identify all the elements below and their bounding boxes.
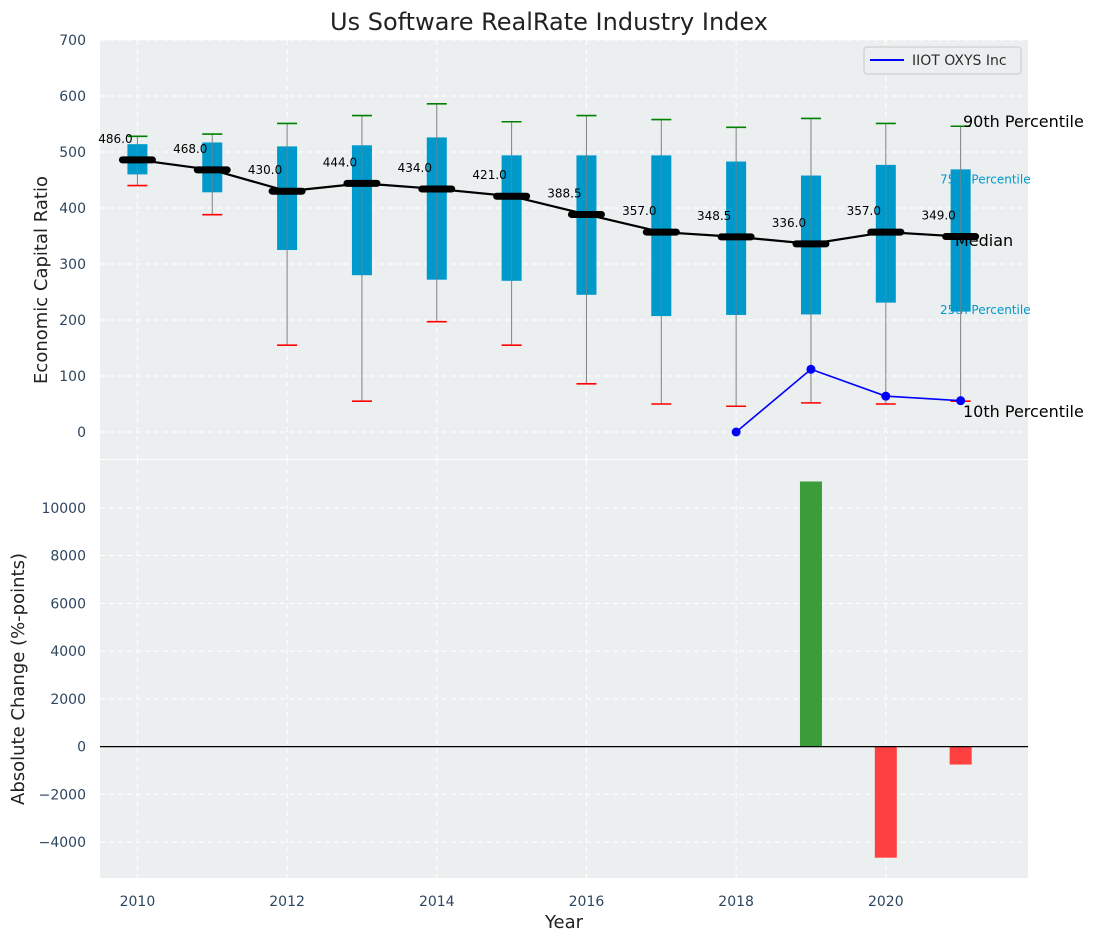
x-tick-label: 2012 <box>269 894 305 910</box>
bar-chart-panel: −4000 −2000 0 2000 4000 6000 8000 10000 2010 2012… <box>39 460 1028 910</box>
annotation-90th-percentile: 90th Percentile <box>963 112 1084 131</box>
median-value-label: 357.0 <box>622 204 656 218</box>
top-y-tick-label: 700 <box>59 33 86 49</box>
change-bar <box>874 746 897 858</box>
company-series-point <box>731 427 741 437</box>
company-series-line <box>735 368 961 433</box>
top-y-tick-label: 200 <box>59 313 86 329</box>
bottom-y-tick-label: −2000 <box>39 787 86 803</box>
top-y-tick-label: 500 <box>59 145 86 161</box>
median-value-label: 336.0 <box>772 216 806 230</box>
median-value-label: 357.0 <box>847 204 881 218</box>
bottom-y-tick-label: −4000 <box>39 835 86 851</box>
legend: IIOT OXYS Inc <box>863 46 1022 75</box>
bottom-y-tick-label: 8000 <box>50 549 86 565</box>
top-y-tick-label: 300 <box>59 257 86 273</box>
annotation-75th-percentile: 75th Percentile <box>940 172 1031 186</box>
x-tick-label: 2014 <box>419 894 455 910</box>
median-value-label: 434.0 <box>398 161 432 175</box>
top-y-tick-label: 0 <box>77 425 86 441</box>
median-value-label: 444.0 <box>323 155 357 169</box>
change-bar <box>799 481 822 747</box>
median-value-label: 388.5 <box>547 186 581 200</box>
change-bar <box>949 746 972 765</box>
top-y-tick-label: 600 <box>59 89 86 105</box>
top-y-tick-label: 100 <box>59 369 86 385</box>
annotation-10th-percentile: 10th Percentile <box>963 402 1084 421</box>
bottom-y-tick-label: 4000 <box>50 644 86 660</box>
median-value-label: 486.0 <box>98 132 132 146</box>
legend-entry-label: IIOT OXYS Inc <box>912 53 1007 69</box>
bottom-y-tick-label: 10000 <box>41 501 86 517</box>
median-value-label: 421.0 <box>472 168 506 182</box>
median-value-label: 349.0 <box>921 209 955 223</box>
median-value-label: 468.0 <box>173 142 207 156</box>
median-value-label: 348.5 <box>697 209 731 223</box>
x-tick-label: 2010 <box>120 894 156 910</box>
bottom-y-axis-label: Absolute Change (%-points) <box>8 553 29 805</box>
company-series-point <box>806 364 816 374</box>
top-panel-background <box>100 40 1028 460</box>
bottom-y-tick-label: 0 <box>77 740 86 756</box>
annotation-25th-percentile: 25th Percentile <box>940 303 1031 317</box>
x-tick-label: 2020 <box>868 894 904 910</box>
top-y-axis-label: Economic Capital Ratio <box>31 176 52 384</box>
legend-box <box>863 46 1022 75</box>
box-plot-panel: 0 100 200 300 400 500 600 700 486.0 468.0 430.0 444… <box>59 33 1028 461</box>
company-series-point <box>956 396 966 406</box>
x-axis-label: Year <box>544 912 584 933</box>
annotation-median: Median <box>955 231 1013 250</box>
median-value-label: 430.0 <box>248 163 282 177</box>
bottom-panel-background <box>100 460 1028 878</box>
x-tick-label: 2018 <box>718 894 754 910</box>
x-tick-label: 2016 <box>569 894 605 910</box>
chart-title: Us Software RealRate Industry Index <box>330 8 768 36</box>
top-y-tick-label: 400 <box>59 201 86 217</box>
bottom-y-tick-label: 2000 <box>50 692 86 708</box>
bottom-y-tick-label: 6000 <box>50 596 86 612</box>
company-series-point <box>881 391 891 401</box>
